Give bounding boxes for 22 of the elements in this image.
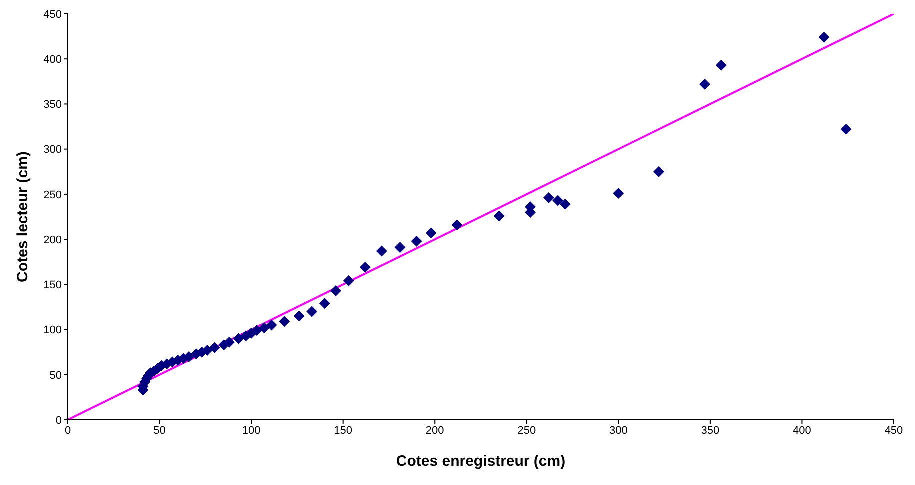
y-tick-label: 350	[44, 99, 62, 112]
y-tick-label: 300	[44, 144, 62, 156]
x-tick-label: 100	[242, 424, 261, 437]
y-tick-label: 450	[44, 8, 62, 21]
y-tick-label: 50	[50, 370, 62, 382]
x-tick-label: 450	[884, 424, 904, 437]
y-tick-label: 250	[44, 189, 62, 202]
x-tick-label: 400	[793, 424, 812, 437]
y-axis-title: Cotes lecteur (cm)	[14, 152, 32, 282]
x-tick-label: 300	[609, 424, 628, 437]
y-tick-label: 150	[44, 280, 62, 292]
x-tick-label: 0	[64, 424, 72, 437]
y-tick-label: 400	[44, 54, 62, 66]
y-tick-label: 0	[56, 414, 62, 427]
x-axis-title: Cotes enregistreur (cm)	[396, 453, 566, 470]
x-tick-label: 150	[334, 424, 353, 437]
x-tick-label: 350	[701, 424, 720, 437]
x-tick-label: 50	[154, 424, 166, 437]
x-tick-label: 250	[518, 424, 536, 437]
y-tick-label: 200	[44, 234, 62, 246]
y-tick-label: 100	[44, 324, 62, 337]
x-tick-label: 200	[426, 424, 444, 437]
